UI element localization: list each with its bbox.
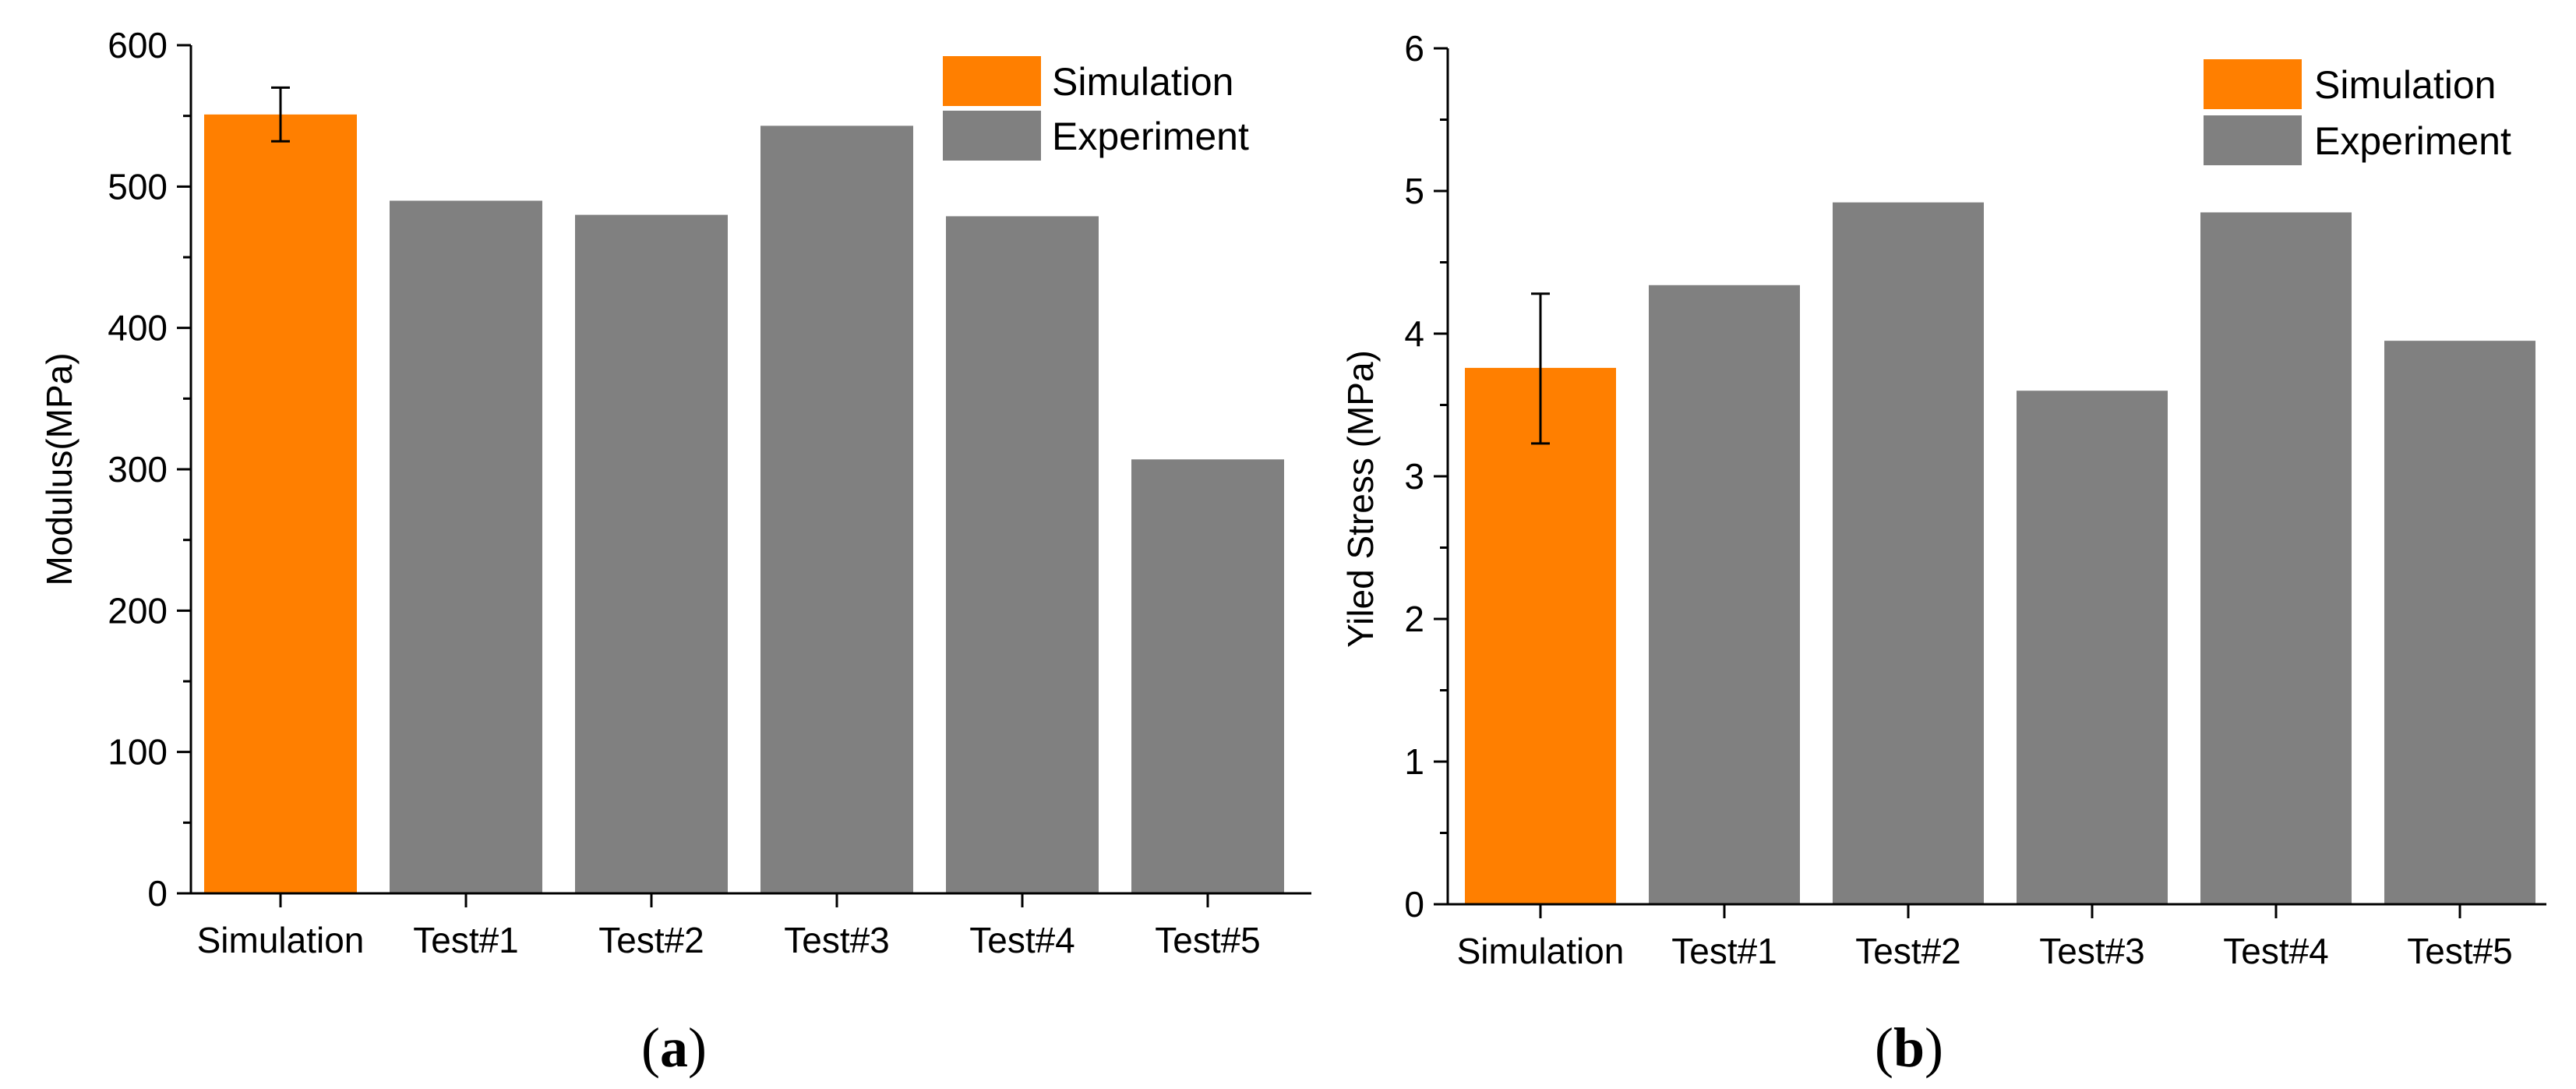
chart-a-error-bar-0	[271, 86, 290, 143]
chart-b-y-tick-label: 4	[1404, 313, 1424, 354]
chart-a-legend: Simulation Experiment	[943, 56, 1249, 161]
chart-a-y-tick-label: 500	[108, 166, 168, 207]
chart-a-bar-1	[390, 200, 542, 893]
chart-b-y-tick-label: 6	[1404, 28, 1424, 69]
chart-b-x-tick-label: Simulation	[1457, 931, 1625, 971]
chart-a-y-tick-label: 200	[108, 590, 168, 631]
chart-b-bar-3	[2017, 391, 2168, 904]
chart-panel-a: 0 100 200 300 400 500 600 Simulation Test#1 Test…	[39, 25, 1311, 1079]
chart-b-bar-2	[1833, 202, 1984, 904]
chart-b-bar-1	[1649, 285, 1800, 904]
chart-a-bars	[204, 114, 1284, 894]
chart-b-y-tick-label: 1	[1404, 741, 1424, 782]
chart-b-y-axis-title: Yiled Stress (MPa)	[1340, 350, 1381, 648]
chart-b-bar-5	[2384, 341, 2535, 904]
chart-a-y-tick-label: 300	[108, 449, 168, 490]
chart-a-bar-5	[1131, 459, 1284, 893]
panel-a-label: (a)	[641, 1017, 707, 1079]
chart-b-x-tick-label: Test#1	[1671, 931, 1777, 971]
chart-a-y-axis-title: Modulus(MPa)	[39, 352, 79, 585]
chart-b-y-tick-label: 2	[1404, 599, 1424, 639]
chart-b-bar-0	[1465, 367, 1616, 904]
chart-a-legend-label-simulation: Simulation	[1052, 60, 1233, 104]
chart-a-error-bars	[271, 86, 290, 143]
chart-a-x-tick-label: Test#4	[969, 920, 1075, 960]
chart-b-error-bars	[1531, 292, 1550, 445]
chart-b-y-tick-label: 3	[1404, 456, 1424, 497]
chart-a-x-tick-label: Test#2	[598, 920, 704, 960]
chart-a-y-ticks: 0 100 200 300 400 500 600	[108, 25, 191, 914]
chart-a-y-tick-label: 400	[108, 308, 168, 348]
chart-b-bar-4	[2200, 212, 2352, 904]
chart-a-y-tick-label: 100	[108, 732, 168, 773]
chart-b-error-bar-0	[1531, 292, 1550, 445]
chart-b-legend-swatch-experiment	[2204, 115, 2302, 165]
chart-a-legend-label-experiment: Experiment	[1052, 115, 1249, 158]
chart-a-bar-3	[760, 126, 913, 894]
chart-b-y-ticks: 0 1 2 3 4 5 6	[1404, 28, 1448, 925]
chart-b-x-tick-label: Test#4	[2223, 931, 2329, 971]
chart-a-bar-4	[946, 216, 1099, 893]
chart-a-x-ticks: Simulation Test#1 Test#2 Test#3 Test#4 Test#5	[197, 893, 1261, 960]
chart-a-legend-swatch-simulation	[943, 56, 1041, 106]
chart-b-legend-swatch-simulation	[2204, 59, 2302, 109]
chart-a-x-tick-label: Test#1	[413, 920, 519, 960]
chart-b-x-tick-label: Test#5	[2407, 931, 2513, 971]
chart-b-bars	[1465, 202, 2535, 904]
chart-b-x-tick-label: Test#2	[1855, 931, 1961, 971]
chart-a-bar-0	[204, 114, 357, 893]
chart-b-y-tick-label: 5	[1404, 171, 1424, 211]
chart-a-bar-2	[575, 214, 728, 894]
chart-panel-b: 0 1 2 3 4 5 6 Simulation Test#1 Test#2 Test#3 Test…	[1340, 28, 2546, 1079]
chart-a-y-tick-label: 0	[147, 873, 168, 914]
chart-b-legend-label-experiment: Experiment	[2314, 119, 2511, 163]
chart-b-x-tick-label: Test#3	[2039, 931, 2145, 971]
panel-b-label: (b)	[1875, 1017, 1943, 1079]
chart-a-x-tick-label: Test#5	[1155, 920, 1261, 960]
chart-a-y-tick-label: 600	[108, 25, 168, 65]
chart-a-x-tick-label: Test#3	[784, 920, 890, 960]
chart-b-legend: Simulation Experiment	[2204, 59, 2511, 165]
chart-b-y-tick-label: 0	[1404, 884, 1424, 925]
chart-a-legend-swatch-experiment	[943, 111, 1041, 161]
chart-b-x-ticks: Simulation Test#1 Test#2 Test#3 Test#4 Test#5	[1457, 904, 2513, 971]
chart-b-legend-label-simulation: Simulation	[2314, 63, 2496, 107]
chart-a-x-tick-label: Simulation	[197, 920, 365, 960]
